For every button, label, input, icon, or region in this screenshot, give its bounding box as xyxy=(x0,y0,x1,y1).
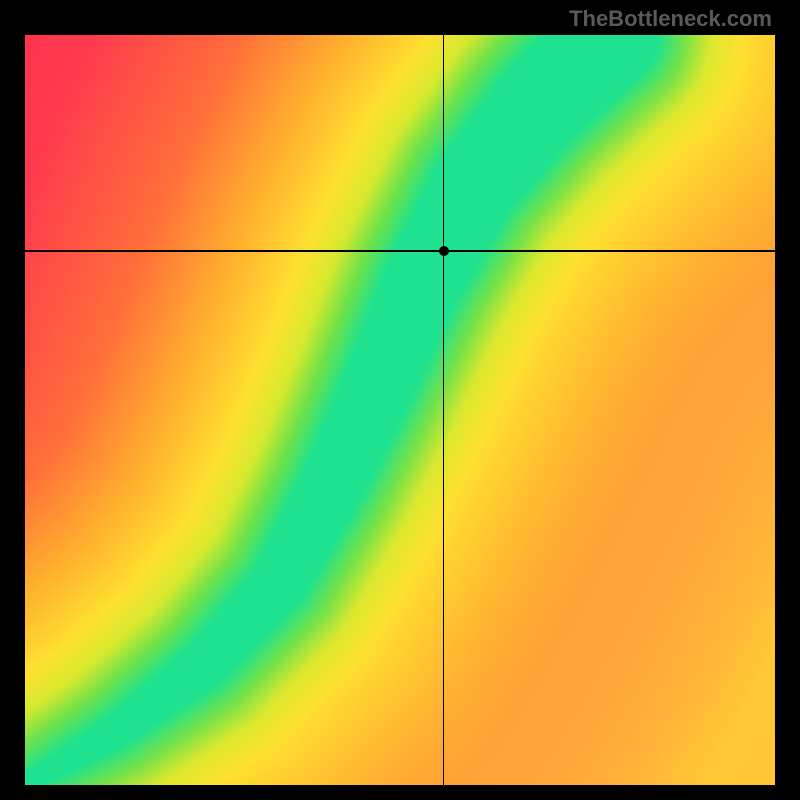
chart-container: TheBottleneck.com xyxy=(0,0,800,800)
watermark-text: TheBottleneck.com xyxy=(569,6,772,32)
heatmap-canvas xyxy=(25,35,775,785)
crosshair-horizontal xyxy=(25,250,775,252)
crosshair-marker xyxy=(439,246,449,256)
crosshair-vertical xyxy=(443,35,445,785)
plot-area xyxy=(25,35,775,785)
